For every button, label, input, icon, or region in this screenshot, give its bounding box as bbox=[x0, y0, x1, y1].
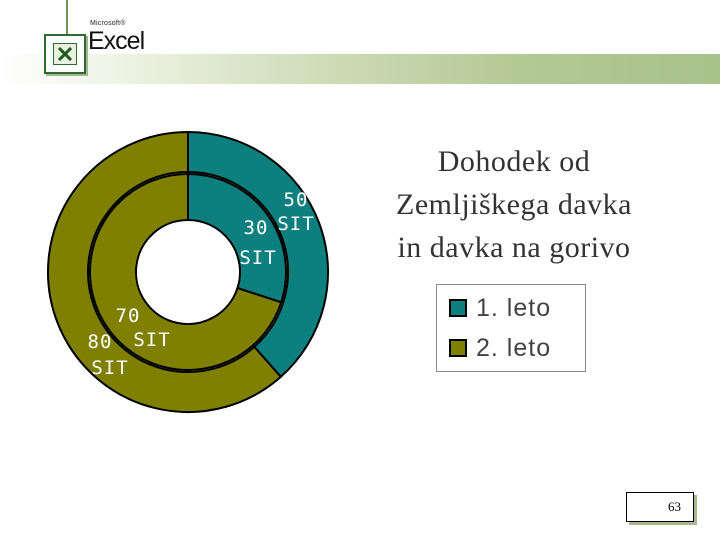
excel-logo-icon bbox=[44, 34, 86, 74]
chart-title-line-1: Dohodek od bbox=[437, 145, 591, 178]
chart-legend: 1. leto 2. leto bbox=[436, 284, 586, 372]
legend-item-2: 2. leto bbox=[449, 333, 551, 363]
excel-x-icon bbox=[57, 47, 73, 61]
chart-title: Dohodek od Zemljiškega davka in davka na… bbox=[362, 140, 666, 269]
donut-slice-outer-1 bbox=[187, 130, 329, 379]
header-divider bbox=[66, 0, 68, 40]
chart-title-line-3: in davka na gorivo bbox=[397, 231, 631, 264]
legend-label-1: 1. leto bbox=[476, 293, 552, 322]
legend-swatch-2 bbox=[449, 339, 467, 357]
header-band bbox=[0, 54, 720, 84]
brand-name: Excel bbox=[88, 27, 145, 55]
page-number-box: 63 bbox=[626, 492, 694, 522]
data-label-outer-2: 80 SIT bbox=[88, 331, 129, 379]
data-label-inner-1: 30 SIT bbox=[239, 217, 276, 269]
chart-title-line-2: Zemljiškega davka bbox=[396, 188, 632, 221]
donut-slice-outer-2 bbox=[47, 130, 283, 413]
page-number: 63 bbox=[668, 499, 681, 514]
legend-item-1: 1. leto bbox=[449, 293, 551, 323]
legend-label-2: 2. leto bbox=[476, 333, 552, 362]
donut-slice-inner-1 bbox=[187, 172, 287, 304]
brand-small-text: Microsoft® bbox=[90, 20, 126, 27]
excel-logo-inner bbox=[53, 43, 77, 65]
donut-slice-inner-2 bbox=[89, 172, 283, 371]
data-label-outer-1: 50 SIT bbox=[277, 189, 314, 235]
legend-swatch-1 bbox=[449, 299, 467, 317]
data-label-inner-2: 70 SIT bbox=[116, 305, 171, 351]
